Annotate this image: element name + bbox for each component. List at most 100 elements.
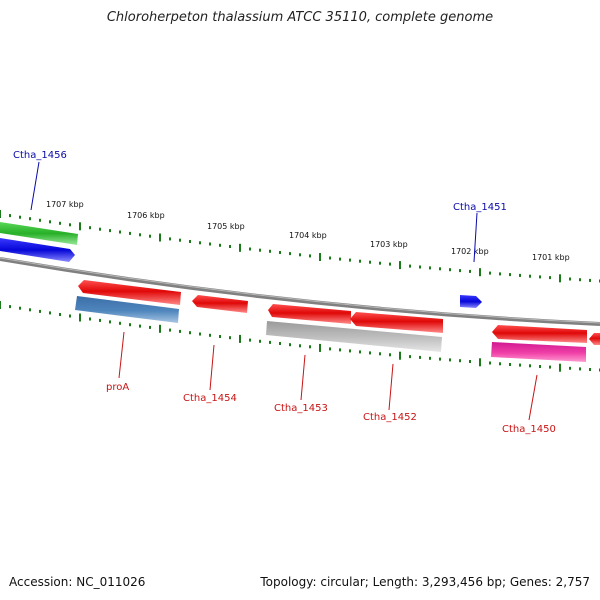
minor-tick (459, 269, 461, 273)
major-tick (239, 243, 241, 252)
minor-tick (29, 308, 31, 312)
minor-tick (549, 365, 551, 369)
minor-tick (309, 345, 311, 349)
major-tick (0, 210, 1, 218)
major-tick (479, 358, 481, 367)
minor-tick (539, 275, 541, 279)
scale-label: 1706 kbp (127, 211, 165, 220)
outer-scale-ticks (0, 210, 600, 283)
leader-line (388, 363, 394, 411)
minor-tick (89, 317, 91, 321)
gene-arrow-ctha-1451[interactable] (460, 295, 482, 308)
minor-tick (409, 355, 411, 359)
gene-label-ctha-1456[interactable]: Ctha_1456 (13, 150, 67, 161)
minor-tick (499, 272, 501, 276)
leader-line (473, 212, 478, 263)
gene-band-steel[interactable] (75, 296, 179, 323)
minor-tick (359, 259, 361, 263)
minor-tick (369, 351, 371, 355)
minor-tick (129, 231, 131, 235)
minor-tick (169, 237, 171, 241)
minor-tick (579, 367, 581, 371)
minor-tick (49, 311, 51, 315)
major-tick (559, 274, 561, 283)
minor-tick (9, 214, 11, 218)
minor-tick (249, 338, 251, 342)
minor-tick (549, 276, 551, 280)
gene-arrow-ctha-1452[interactable] (350, 312, 443, 333)
minor-tick (499, 362, 501, 366)
minor-tick (469, 360, 471, 363)
major-tick (79, 313, 81, 322)
gene-label-ctha-1454[interactable]: Ctha_1454 (183, 393, 237, 404)
major-tick (159, 233, 161, 242)
gene-label-proa[interactable]: proA (106, 382, 129, 393)
minor-tick (539, 365, 541, 368)
gene-label-ctha-1450[interactable]: Ctha_1450 (502, 424, 556, 435)
gene-label-ctha-1453[interactable]: Ctha_1453 (274, 403, 328, 414)
minor-tick (209, 242, 211, 246)
minor-tick (39, 309, 41, 313)
minor-tick (439, 267, 441, 271)
minor-tick (279, 251, 281, 254)
minor-tick (19, 306, 21, 310)
major-tick (319, 253, 321, 261)
major-tick (399, 261, 401, 270)
major-tick (0, 301, 1, 309)
minor-tick (409, 264, 411, 268)
gene-arrow-ctha-1454[interactable] (192, 295, 248, 313)
minor-tick (519, 363, 521, 367)
gene-arrow-proa[interactable] (78, 280, 181, 305)
major-tick (239, 334, 241, 343)
accession-text: Accession: NC_011026 (9, 575, 146, 589)
minor-tick (269, 249, 271, 253)
minor-tick (339, 348, 341, 352)
gene-arrow-edge[interactable] (589, 333, 600, 345)
minor-tick (569, 366, 571, 370)
gene-band-pink[interactable] (491, 342, 586, 362)
major-tick (399, 351, 401, 360)
minor-tick (289, 343, 291, 347)
minor-tick (439, 357, 441, 361)
gene-arrow-ctha-1450[interactable] (492, 325, 587, 343)
minor-tick (179, 238, 181, 242)
gene-arrow-green[interactable] (0, 222, 78, 245)
minor-tick (509, 363, 511, 366)
minor-tick (129, 323, 131, 327)
minor-tick (569, 277, 571, 281)
minor-tick (589, 278, 591, 282)
minor-tick (349, 349, 351, 353)
minor-tick (219, 335, 221, 338)
minor-tick (259, 339, 261, 343)
scale-label: 1703 kbp (370, 240, 408, 249)
minor-tick (459, 359, 461, 363)
minor-tick (289, 252, 291, 256)
minor-tick (109, 320, 111, 324)
scale-label: 1702 kbp (451, 247, 489, 256)
minor-tick (189, 331, 191, 335)
genome-backbone-highlight (0, 257, 600, 324)
gene-arrow-ctha-1456[interactable] (0, 238, 75, 262)
minor-tick (529, 364, 531, 368)
minor-tick (249, 247, 251, 251)
major-tick (319, 343, 321, 352)
major-tick (559, 363, 561, 372)
gene-label-ctha-1452[interactable]: Ctha_1452 (363, 412, 417, 423)
minor-tick (39, 218, 41, 222)
scale-label: 1707 kbp (46, 200, 84, 209)
minor-tick (429, 356, 431, 360)
leader-line (528, 374, 538, 421)
minor-tick (189, 240, 191, 243)
inner-scale-ticks (0, 301, 600, 372)
minor-tick (419, 355, 421, 359)
leader-line (30, 161, 40, 211)
gene-arrow-ctha-1453[interactable] (268, 304, 351, 324)
minor-tick (349, 258, 351, 262)
minor-tick (379, 261, 381, 265)
gene-label-ctha-1451[interactable]: Ctha_1451 (453, 202, 507, 213)
gene-band-grey[interactable] (266, 321, 442, 352)
minor-tick (89, 226, 91, 230)
major-tick (479, 268, 481, 277)
minor-tick (229, 245, 231, 248)
